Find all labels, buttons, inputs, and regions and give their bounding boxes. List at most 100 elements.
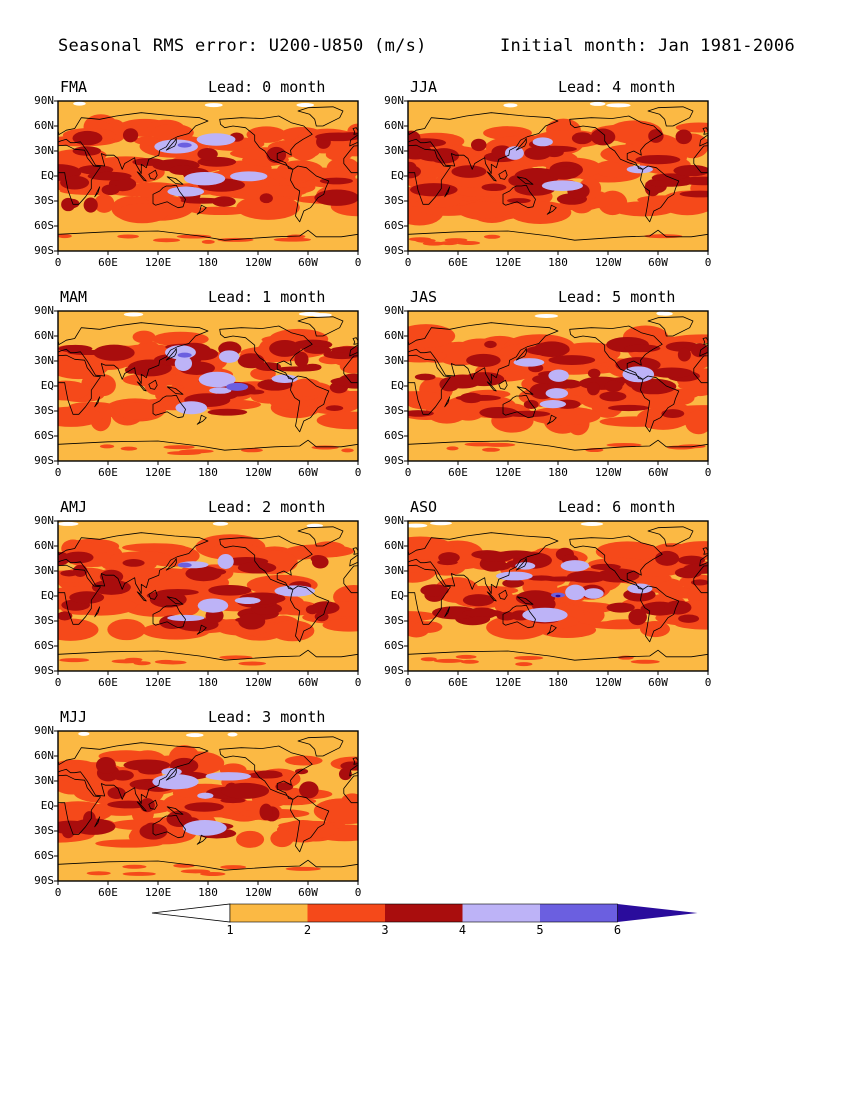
panel-season-label: FMA bbox=[60, 78, 88, 96]
latitude-tick-label: 90S bbox=[34, 664, 54, 677]
longitude-tick-label: 60E bbox=[98, 256, 118, 269]
latitude-tick-label: 60N bbox=[384, 539, 404, 552]
latitude-tick-label: EQ bbox=[40, 799, 54, 812]
longitude-tick-label: 120E bbox=[144, 256, 172, 269]
longitude-tick-label: 120E bbox=[494, 466, 522, 479]
latitude-tick-label: EQ bbox=[390, 589, 404, 602]
panel-season-label: MAM bbox=[60, 288, 88, 306]
longitude-tick-label: 120W bbox=[244, 256, 272, 269]
latitude-tick-label: 30S bbox=[384, 404, 404, 417]
longitude-tick-label: 60W bbox=[648, 256, 668, 269]
latitude-tick-label: 60N bbox=[34, 329, 54, 342]
longitude-tick-label: 0 bbox=[354, 676, 362, 689]
map-panel-jas: JAS Lead: 5 month 90N 60N 30N EQ 30S 60S 90S 0 60E… bbox=[368, 288, 728, 483]
longitude-tick-label: 120W bbox=[244, 886, 272, 899]
latitude-tick-label: 60S bbox=[384, 639, 404, 652]
longitude-tick-label: 0 bbox=[54, 466, 62, 479]
latitude-tick-label: 60S bbox=[384, 429, 404, 442]
longitude-tick-label: 120E bbox=[494, 256, 522, 269]
panel-lead-label: Lead: 6 month bbox=[558, 498, 676, 516]
panel-lead-label: Lead: 3 month bbox=[208, 708, 326, 726]
longitude-tick-label: 60W bbox=[648, 466, 668, 479]
latitude-tick-label: 30N bbox=[34, 144, 54, 157]
latitude-tick-label: 90N bbox=[384, 514, 404, 527]
latitude-tick-label: 60S bbox=[34, 639, 54, 652]
latitude-tick-label: 30N bbox=[34, 774, 54, 787]
longitude-tick-label: 0 bbox=[54, 886, 62, 899]
figure-title: Seasonal RMS error: U200-U850 (m/s) bbox=[58, 36, 427, 56]
latitude-tick-label: EQ bbox=[390, 169, 404, 182]
panel-season-label: JJA bbox=[410, 78, 438, 96]
longitude-tick-label: 0 bbox=[404, 466, 412, 479]
latitude-tick-label: 90N bbox=[34, 304, 54, 317]
latitude-tick-label: 60N bbox=[384, 329, 404, 342]
colorbar-segment bbox=[540, 904, 618, 922]
rms-error-map bbox=[54, 310, 359, 465]
longitude-tick-label: 60E bbox=[98, 466, 118, 479]
colorbar-segment bbox=[462, 904, 540, 922]
longitude-tick-label: 60W bbox=[298, 886, 318, 899]
longitude-tick-label: 60W bbox=[298, 676, 318, 689]
latitude-tick-label: 30S bbox=[34, 404, 54, 417]
latitude-tick-label: 90S bbox=[384, 244, 404, 257]
colorbar-tick-label: 2 bbox=[303, 923, 312, 937]
rms-error-map bbox=[404, 520, 709, 675]
colorbar-segment bbox=[307, 904, 385, 922]
longitude-tick-label: 120W bbox=[594, 466, 622, 479]
longitude-tick-label: 180 bbox=[198, 256, 218, 269]
latitude-tick-label: 60S bbox=[34, 219, 54, 232]
longitude-tick-label: 120E bbox=[144, 886, 172, 899]
longitude-tick-label: 0 bbox=[704, 466, 712, 479]
longitude-tick-label: 60W bbox=[298, 466, 318, 479]
rms-error-map bbox=[54, 730, 359, 885]
colorbar-tick-label: 4 bbox=[458, 923, 467, 937]
panel-lead-label: Lead: 5 month bbox=[558, 288, 676, 306]
longitude-tick-label: 0 bbox=[704, 256, 712, 269]
latitude-tick-label: 90S bbox=[384, 454, 404, 467]
latitude-tick-label: 30S bbox=[384, 194, 404, 207]
latitude-tick-label: 60S bbox=[384, 219, 404, 232]
latitude-tick-label: 30S bbox=[384, 614, 404, 627]
latitude-tick-label: 60N bbox=[34, 539, 54, 552]
latitude-tick-label: 90S bbox=[34, 874, 54, 887]
longitude-tick-label: 180 bbox=[548, 466, 568, 479]
map-panel-aso: ASO Lead: 6 month 90N 60N 30N EQ 30S 60S 90S 0 60E… bbox=[368, 498, 728, 693]
panel-lead-label: Lead: 0 month bbox=[208, 78, 326, 96]
colorbar bbox=[151, 903, 698, 923]
latitude-tick-label: 90N bbox=[384, 94, 404, 107]
latitude-tick-label: 30N bbox=[384, 144, 404, 157]
longitude-tick-label: 60E bbox=[98, 886, 118, 899]
latitude-tick-label: 90S bbox=[34, 244, 54, 257]
latitude-tick-label: 30N bbox=[34, 354, 54, 367]
longitude-tick-label: 120E bbox=[494, 676, 522, 689]
longitude-tick-label: 0 bbox=[354, 466, 362, 479]
rms-error-map bbox=[54, 100, 359, 255]
panel-lead-label: Lead: 2 month bbox=[208, 498, 326, 516]
panel-season-label: AMJ bbox=[60, 498, 88, 516]
latitude-tick-label: 90S bbox=[384, 664, 404, 677]
latitude-tick-label: 60N bbox=[384, 119, 404, 132]
latitude-tick-label: 30S bbox=[34, 614, 54, 627]
latitude-tick-label: 60N bbox=[34, 749, 54, 762]
latitude-tick-label: 90S bbox=[34, 454, 54, 467]
longitude-tick-label: 0 bbox=[54, 676, 62, 689]
colorbar-segment bbox=[230, 904, 308, 922]
map-panel-jja: JJA Lead: 4 month 90N 60N 30N EQ 30S 60S 90S 0 60E… bbox=[368, 78, 728, 273]
panel-season-label: ASO bbox=[410, 498, 438, 516]
longitude-tick-label: 60W bbox=[648, 676, 668, 689]
latitude-tick-label: 60S bbox=[34, 429, 54, 442]
latitude-tick-label: 30S bbox=[34, 194, 54, 207]
rms-error-map bbox=[404, 100, 709, 255]
rms-error-map bbox=[54, 520, 359, 675]
panel-season-label: MJJ bbox=[60, 708, 88, 726]
colorbar-tick-label: 1 bbox=[226, 923, 234, 937]
initial-month-label: Initial month: Jan 1981-2006 bbox=[500, 36, 795, 56]
latitude-tick-label: 60N bbox=[34, 119, 54, 132]
colorbar-lower-extension bbox=[151, 903, 231, 923]
panel-lead-label: Lead: 1 month bbox=[208, 288, 326, 306]
latitude-tick-label: 90N bbox=[34, 94, 54, 107]
colorbar-tick-label: 5 bbox=[536, 923, 544, 937]
latitude-tick-label: 30N bbox=[384, 564, 404, 577]
longitude-tick-label: 0 bbox=[404, 676, 412, 689]
latitude-tick-label: 30N bbox=[384, 354, 404, 367]
